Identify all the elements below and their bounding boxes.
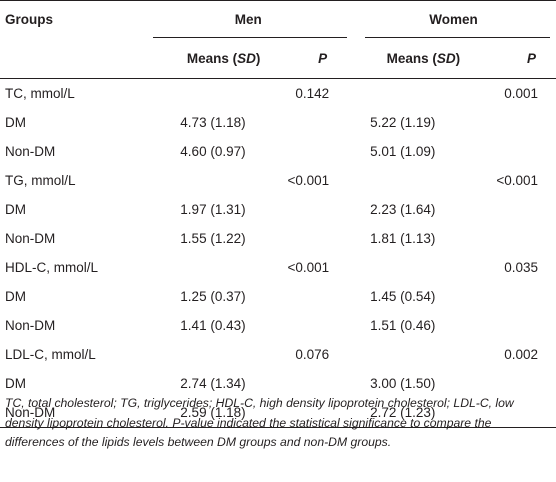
row-label: HDL-C, mmol/L <box>5 260 99 275</box>
header-men-p: P <box>270 38 352 79</box>
row-label: DM <box>5 376 26 391</box>
row-label: Non-DM <box>0 398 146 428</box>
women-mean: 2.72 (1.23) <box>351 398 469 428</box>
row-label: DM <box>5 115 26 130</box>
header-women: Women <box>351 0 556 38</box>
table-row: TC, mmol/L 0.142 0.001 <box>0 79 556 109</box>
women-p: 0.001 <box>504 86 538 101</box>
table-row: DM 2.74 (1.34) 3.00 (1.50) <box>0 369 556 398</box>
women-p <box>468 282 556 311</box>
men-p: 0.142 <box>295 86 330 101</box>
women-p <box>468 311 556 340</box>
row-label: DM <box>5 289 26 304</box>
lipid-table: Groups Men Women Means (SD) P Means (SD)… <box>0 0 556 428</box>
table-row: Non-DM 1.55 (1.22) 1.81 (1.13) <box>0 224 556 253</box>
men-mean: 1.55 (1.22) <box>180 231 246 246</box>
women-p: <0.001 <box>496 173 538 188</box>
women-p <box>468 398 556 428</box>
men-mean <box>145 166 270 195</box>
header-women-means: Means (SD) <box>351 38 469 79</box>
women-mean: 5.01 (1.09) <box>370 144 436 159</box>
header-groups: Groups <box>0 0 146 38</box>
men-mean: 4.60 (0.97) <box>180 144 246 159</box>
table-row: HDL-C, mmol/L <0.001 0.035 <box>0 253 556 282</box>
table-row: Non-DM 1.41 (0.43) 1.51 (0.46) <box>0 311 556 340</box>
header-men-means: Means (SD) <box>145 38 271 79</box>
men-p <box>270 224 351 253</box>
table-row: DM 1.25 (0.37) 1.45 (0.54) <box>0 282 556 311</box>
men-mean: 1.25 (0.37) <box>180 289 246 304</box>
men-mean: 1.41 (0.43) <box>180 318 246 333</box>
women-p <box>468 195 556 224</box>
men-mean <box>145 253 270 282</box>
men-p <box>270 195 351 224</box>
women-mean <box>351 340 468 369</box>
row-label: DM <box>5 202 26 217</box>
women-mean: 1.45 (0.54) <box>370 289 436 304</box>
row-label: Non-DM <box>5 318 56 333</box>
men-p <box>270 108 351 137</box>
men-mean: 2.74 (1.34) <box>180 376 246 391</box>
women-mean <box>351 79 468 109</box>
men-mean <box>145 340 270 369</box>
women-p <box>468 108 556 137</box>
women-mean <box>351 166 468 195</box>
table-row: Non-DM 4.60 (0.97) 5.01 (1.09) <box>0 137 556 166</box>
row-label: LDL-C, mmol/L <box>5 347 96 362</box>
women-p <box>468 137 556 166</box>
men-p <box>270 398 352 428</box>
women-mean: 1.81 (1.13) <box>370 231 436 246</box>
men-p: <0.001 <box>287 260 330 275</box>
men-mean: 2.59 (1.18) <box>145 398 271 428</box>
women-mean: 5.22 (1.19) <box>370 115 436 130</box>
header-blank <box>0 38 146 79</box>
men-mean <box>145 79 270 109</box>
table-row: TG, mmol/L <0.001 <0.001 <box>0 166 556 195</box>
table-footnote: TC, total cholesterol; TG, triglycerides… <box>5 396 514 449</box>
women-mean: 1.51 (0.46) <box>370 318 436 333</box>
table-row: Non-DM 2.59 (1.18) 2.72 (1.23) <box>0 398 556 428</box>
row-label: TC, mmol/L <box>5 86 75 101</box>
women-mean <box>351 253 468 282</box>
men-mean: 4.73 (1.18) <box>180 115 246 130</box>
women-mean: 2.23 (1.64) <box>370 202 436 217</box>
table-row: DM 4.73 (1.18) 5.22 (1.19) <box>0 108 556 137</box>
men-mean: 1.97 (1.31) <box>180 202 246 217</box>
table-row: DM 1.97 (1.31) 2.23 (1.64) <box>0 195 556 224</box>
row-label: Non-DM <box>5 144 56 159</box>
men-p <box>270 137 351 166</box>
women-p: 0.035 <box>504 260 538 275</box>
women-p <box>468 224 556 253</box>
men-p <box>270 282 351 311</box>
table-row: LDL-C, mmol/L 0.076 0.002 <box>0 340 556 369</box>
men-p <box>270 311 351 340</box>
row-label: TG, mmol/L <box>5 173 76 188</box>
header-men: Men <box>145 0 352 38</box>
women-mean: 3.00 (1.50) <box>370 376 436 391</box>
women-p: 0.002 <box>504 347 538 362</box>
men-p: <0.001 <box>287 173 330 188</box>
row-label: Non-DM <box>5 231 56 246</box>
header-women-p: P <box>468 38 556 79</box>
table-body: TC, mmol/L 0.142 0.001 DM 4.73 (1.18) 5.… <box>0 79 556 428</box>
men-p: 0.076 <box>295 347 330 362</box>
